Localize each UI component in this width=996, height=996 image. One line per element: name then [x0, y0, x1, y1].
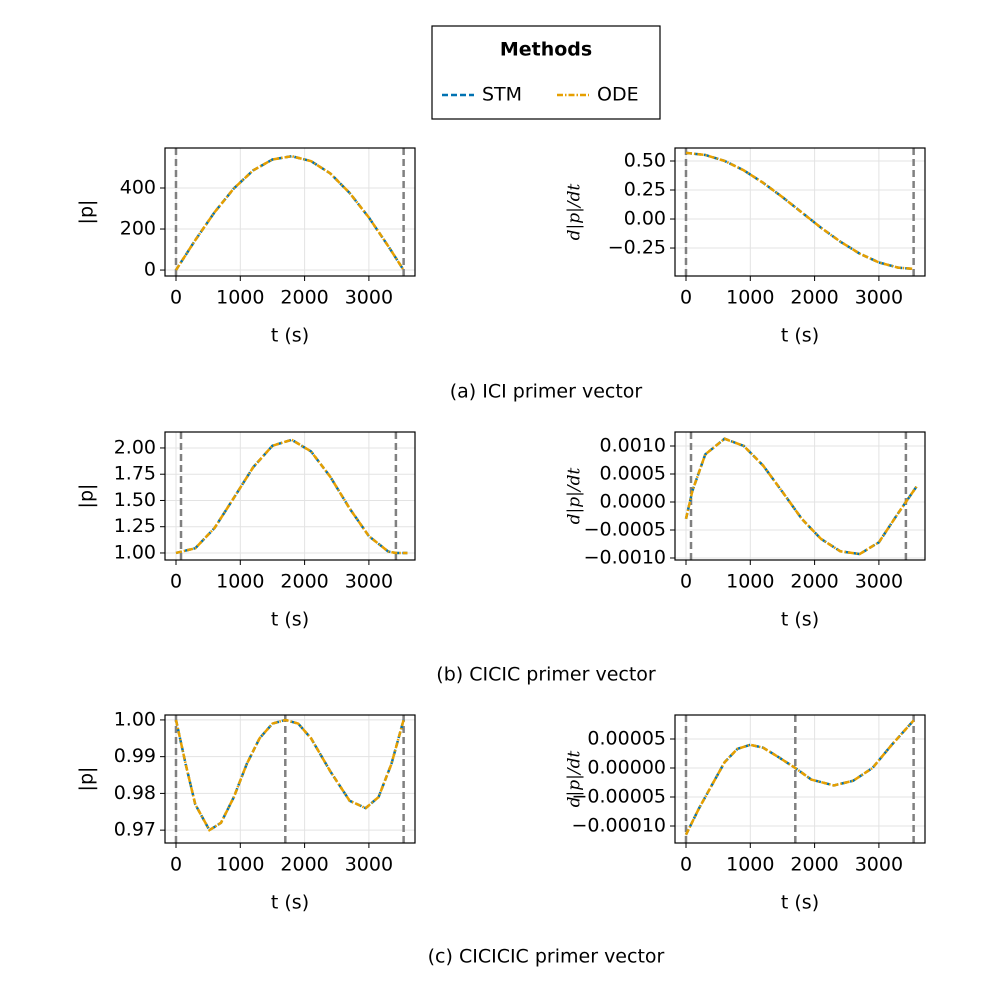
- x-tick-label: 0: [680, 287, 692, 309]
- y-tick-label: 0.00000: [587, 757, 666, 779]
- y-tick-label: −0.00005: [572, 786, 667, 808]
- y-tick-label: 1.25: [114, 515, 156, 537]
- y-tick-label: −0.0010: [584, 546, 666, 568]
- x-tick-label: 0: [680, 571, 692, 593]
- x-tick-label: 3000: [855, 854, 903, 876]
- x-tick-label: 1000: [726, 854, 774, 876]
- x-tick-label: 0: [170, 854, 182, 876]
- caption: (b) CICIC primer vector: [436, 664, 656, 686]
- x-tick-label: 1000: [726, 571, 774, 593]
- y-axis-label: |p|: [76, 767, 98, 792]
- y-tick-label: 400: [120, 177, 156, 199]
- y-axis-label: d|p|/dt: [565, 468, 585, 525]
- x-tick-label: 2000: [790, 571, 838, 593]
- x-tick-label: 3000: [855, 571, 903, 593]
- x-axis-label: t (s): [781, 609, 819, 631]
- y-tick-label: 0.99: [114, 745, 156, 767]
- y-tick-label: −0.00010: [572, 815, 667, 837]
- x-tick-label: 0: [170, 287, 182, 309]
- legend-title: Methods: [500, 39, 592, 61]
- legend-label: ODE: [597, 84, 639, 106]
- axes-frame: [674, 431, 926, 561]
- x-tick-label: 0: [680, 854, 692, 876]
- axes-frame: [674, 147, 926, 277]
- y-axis-label: d|p|/dt: [565, 751, 585, 808]
- x-axis-label: t (s): [271, 325, 309, 347]
- y-tick-label: 0: [144, 259, 156, 281]
- y-tick-label: 0.0000: [600, 490, 666, 512]
- x-tick-label: 2000: [280, 287, 328, 309]
- x-tick-label: 2000: [790, 854, 838, 876]
- y-tick-label: 0.50: [624, 149, 666, 171]
- x-tick-label: 1000: [216, 287, 264, 309]
- y-tick-label: 0.25: [624, 179, 666, 201]
- y-tick-label: 1.00: [114, 708, 156, 730]
- data-line: [175, 438, 408, 555]
- x-axis-label: t (s): [781, 892, 819, 914]
- data-line: [684, 437, 919, 556]
- y-tick-label: 200: [120, 218, 156, 240]
- x-tick-label: 1000: [216, 571, 264, 593]
- x-tick-label: 3000: [855, 287, 903, 309]
- x-tick-label: 2000: [790, 287, 838, 309]
- legend-box: [431, 25, 661, 120]
- x-axis-label: t (s): [271, 892, 309, 914]
- caption: (a) ICI primer vector: [450, 381, 643, 403]
- data-line: [685, 151, 914, 271]
- x-tick-label: 1000: [726, 287, 774, 309]
- y-tick-label: 0.98: [114, 782, 156, 804]
- axes-frame: [674, 714, 926, 844]
- y-tick-label: 0.0005: [600, 462, 666, 484]
- data-line: [174, 154, 405, 271]
- x-axis-label: t (s): [781, 325, 819, 347]
- x-tick-label: 1000: [216, 854, 264, 876]
- y-tick-label: −0.0005: [584, 518, 666, 540]
- x-tick-label: 3000: [345, 287, 393, 309]
- x-tick-label: 2000: [280, 854, 328, 876]
- y-axis-label: |p|: [76, 484, 98, 509]
- legend-label: STM: [482, 84, 522, 106]
- axes-frame: [164, 431, 416, 561]
- y-axis-label: d|p|/dt: [565, 184, 585, 241]
- y-axis-label: |p|: [76, 200, 98, 225]
- data-line: [174, 718, 405, 832]
- y-tick-label: 1.75: [114, 463, 156, 485]
- axes-frame: [164, 147, 416, 277]
- caption: (c) CICICIC primer vector: [428, 946, 665, 968]
- x-tick-label: 0: [170, 571, 182, 593]
- y-tick-label: 0.97: [114, 819, 156, 841]
- data-line: [684, 719, 915, 836]
- x-tick-label: 3000: [345, 854, 393, 876]
- y-tick-label: 0.0010: [600, 434, 666, 456]
- x-tick-label: 2000: [280, 571, 328, 593]
- y-tick-label: 1.00: [114, 541, 156, 563]
- axes-frame: [164, 714, 416, 844]
- y-tick-label: 0.00: [624, 208, 666, 230]
- data-line: [175, 438, 408, 555]
- y-tick-label: 1.50: [114, 489, 156, 511]
- y-tick-label: −0.25: [608, 237, 666, 259]
- y-tick-label: 2.00: [114, 436, 156, 458]
- x-tick-label: 3000: [345, 571, 393, 593]
- x-axis-label: t (s): [271, 609, 309, 631]
- y-tick-label: 0.00005: [587, 728, 666, 750]
